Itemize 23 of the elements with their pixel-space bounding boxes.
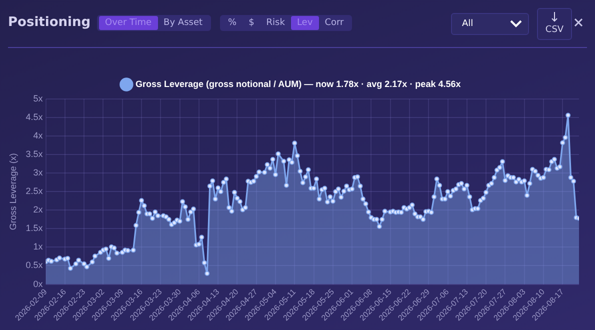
text: Over Time <box>99 16 158 30</box>
y-tick-label: 5x <box>33 93 44 104</box>
text: Lev <box>290 16 319 30</box>
text: All <box>462 19 474 29</box>
y-tick-label: 1.5x <box>26 223 44 234</box>
y-tick-label: 2x <box>33 204 44 215</box>
text: CSV <box>544 25 565 35</box>
text: % <box>227 17 238 30</box>
text: $ <box>248 17 256 30</box>
y-axis-title: Gross Leverage (x) <box>8 153 18 230</box>
y-tick-label: 1x <box>33 242 44 252</box>
chart-title: Positioning <box>8 15 91 30</box>
text: Corr <box>324 17 345 30</box>
text: Risk <box>265 17 286 30</box>
y-tick-label: 2.5x <box>26 186 44 196</box>
y-tick-label: 3x <box>33 168 44 178</box>
y-tick-label: 0.5x <box>26 260 44 270</box>
y-tick-label: 0x <box>33 278 44 289</box>
text: By Asset <box>162 17 204 30</box>
y-tick-label: 4.5x <box>26 112 44 122</box>
y-tick-label: 3.5x <box>26 149 44 160</box>
legend-label: Gross Leverage (gross notional / AUM) — now 1.78x · avg 2.17x · peak 4.56x <box>135 78 461 89</box>
y-tick-label: 4x <box>33 130 44 141</box>
